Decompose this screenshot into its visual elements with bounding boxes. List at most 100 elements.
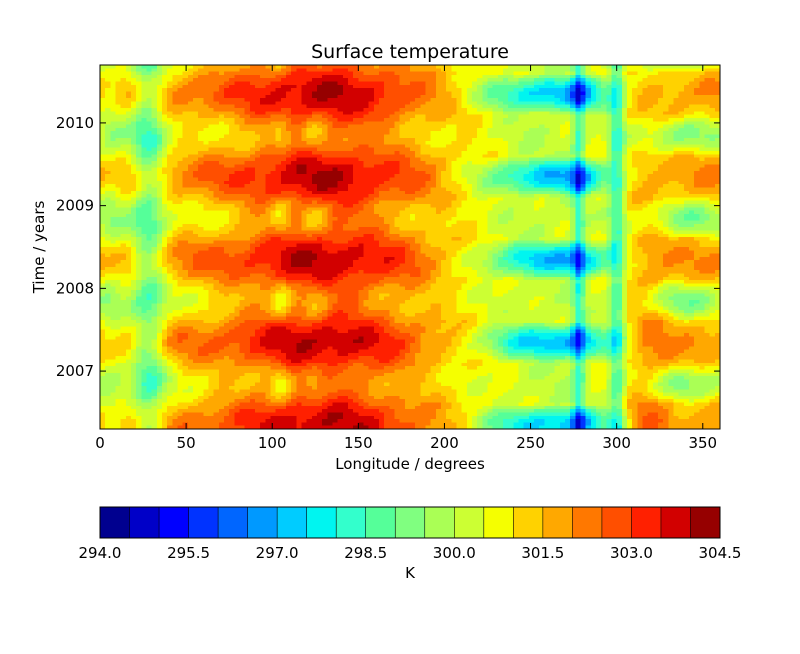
heatmap-cell — [435, 65, 442, 69]
heatmap-cell — [642, 177, 649, 182]
heatmap-cell — [384, 180, 390, 185]
heatmap-cell — [198, 197, 204, 202]
heatmap-cell — [477, 94, 483, 99]
heatmap-cell — [435, 184, 442, 188]
heatmap-cell — [187, 101, 194, 106]
heatmap-cell — [477, 101, 483, 106]
heatmap-cell — [337, 65, 344, 69]
heatmap-cell — [182, 164, 189, 168]
heatmap-cell — [280, 71, 287, 76]
heatmap-cell — [637, 174, 643, 178]
heatmap-cell — [487, 108, 494, 112]
heatmap-cell — [523, 187, 530, 192]
heatmap-cell — [611, 157, 618, 162]
heatmap-cell — [291, 124, 297, 129]
heatmap-cell — [399, 164, 406, 168]
heatmap-cell — [451, 180, 457, 185]
heatmap-cell — [539, 108, 545, 112]
heatmap-cell — [327, 74, 333, 79]
heatmap-cell — [683, 167, 690, 172]
heatmap-cell — [358, 108, 364, 112]
heatmap-cell — [616, 157, 623, 162]
heatmap-cell — [125, 91, 132, 96]
heatmap-cell — [709, 170, 716, 175]
heatmap-cell — [182, 124, 189, 129]
heatmap-cell — [332, 111, 339, 116]
heatmap-cell — [704, 187, 711, 192]
heatmap-cell — [668, 78, 674, 82]
heatmap-cell — [596, 74, 602, 79]
heatmap-cell — [694, 84, 700, 89]
heatmap-cell — [239, 94, 246, 99]
heatmap-cell — [585, 184, 592, 188]
heatmap-cell — [477, 114, 483, 119]
heatmap-cell — [187, 194, 194, 198]
heatmap-cell — [637, 74, 643, 79]
heatmap-cell — [198, 134, 204, 139]
heatmap-cell — [384, 154, 390, 159]
heatmap-cell — [606, 184, 612, 188]
heatmap-cell — [105, 104, 111, 109]
heatmap-cell — [647, 137, 654, 142]
heatmap-cell — [156, 147, 163, 152]
heatmap-cell — [301, 200, 308, 205]
heatmap-cell — [404, 197, 411, 202]
heatmap-cell — [596, 88, 602, 92]
heatmap-cell — [652, 154, 659, 159]
heatmap-cell — [652, 124, 659, 129]
heatmap-cell — [348, 124, 354, 129]
heatmap-cell — [585, 111, 592, 116]
heatmap-cell — [337, 71, 344, 76]
heatmap-cell — [249, 111, 256, 116]
heatmap-cell — [306, 104, 313, 109]
heatmap-cell — [208, 65, 215, 69]
heatmap-cell — [404, 127, 411, 132]
heatmap-cell — [534, 184, 540, 188]
heatmap-cell — [208, 111, 215, 116]
heatmap-cell — [627, 167, 633, 172]
heatmap-cell — [275, 157, 282, 162]
heatmap-cell — [704, 164, 711, 168]
heatmap-cell — [141, 174, 147, 178]
heatmap-cell — [218, 200, 225, 205]
heatmap-cell — [415, 174, 421, 178]
heatmap-cell — [699, 141, 705, 145]
heatmap-cell — [249, 141, 256, 145]
heatmap-cell — [663, 124, 669, 129]
heatmap-cell — [482, 170, 488, 175]
heatmap-cell — [229, 164, 235, 168]
heatmap-cell — [601, 104, 607, 109]
heatmap-cell — [125, 180, 132, 185]
heatmap-cell — [286, 78, 292, 82]
heatmap-cell — [358, 91, 364, 96]
heatmap-cell — [229, 197, 235, 202]
heatmap-cell — [399, 190, 406, 195]
heatmap-cell — [559, 184, 566, 188]
heatmap-cell — [559, 71, 566, 76]
heatmap-cell — [182, 74, 189, 79]
heatmap-cell — [637, 114, 643, 119]
heatmap-cell — [668, 65, 674, 69]
heatmap-cell — [523, 141, 530, 145]
heatmap-cell — [187, 81, 194, 86]
heatmap-cell — [342, 141, 349, 145]
heatmap-cell — [322, 187, 328, 192]
heatmap-cell — [203, 124, 209, 129]
heatmap-cell — [456, 200, 463, 205]
heatmap-cell — [580, 111, 587, 116]
heatmap-cell — [337, 84, 344, 89]
heatmap-cell — [652, 141, 659, 145]
heatmap-cell — [167, 117, 173, 122]
heatmap-cell — [146, 71, 153, 76]
heatmap-cell — [668, 187, 674, 192]
heatmap-cell — [203, 194, 209, 198]
heatmap-cell — [146, 167, 153, 172]
heatmap-cell — [663, 104, 669, 109]
heatmap-cell — [472, 144, 478, 149]
heatmap-cell — [596, 101, 602, 106]
heatmap-cell — [580, 94, 587, 99]
heatmap-cell — [544, 144, 550, 149]
heatmap-cell — [425, 81, 432, 86]
heatmap-cell — [699, 180, 705, 185]
heatmap-cell — [105, 101, 111, 106]
